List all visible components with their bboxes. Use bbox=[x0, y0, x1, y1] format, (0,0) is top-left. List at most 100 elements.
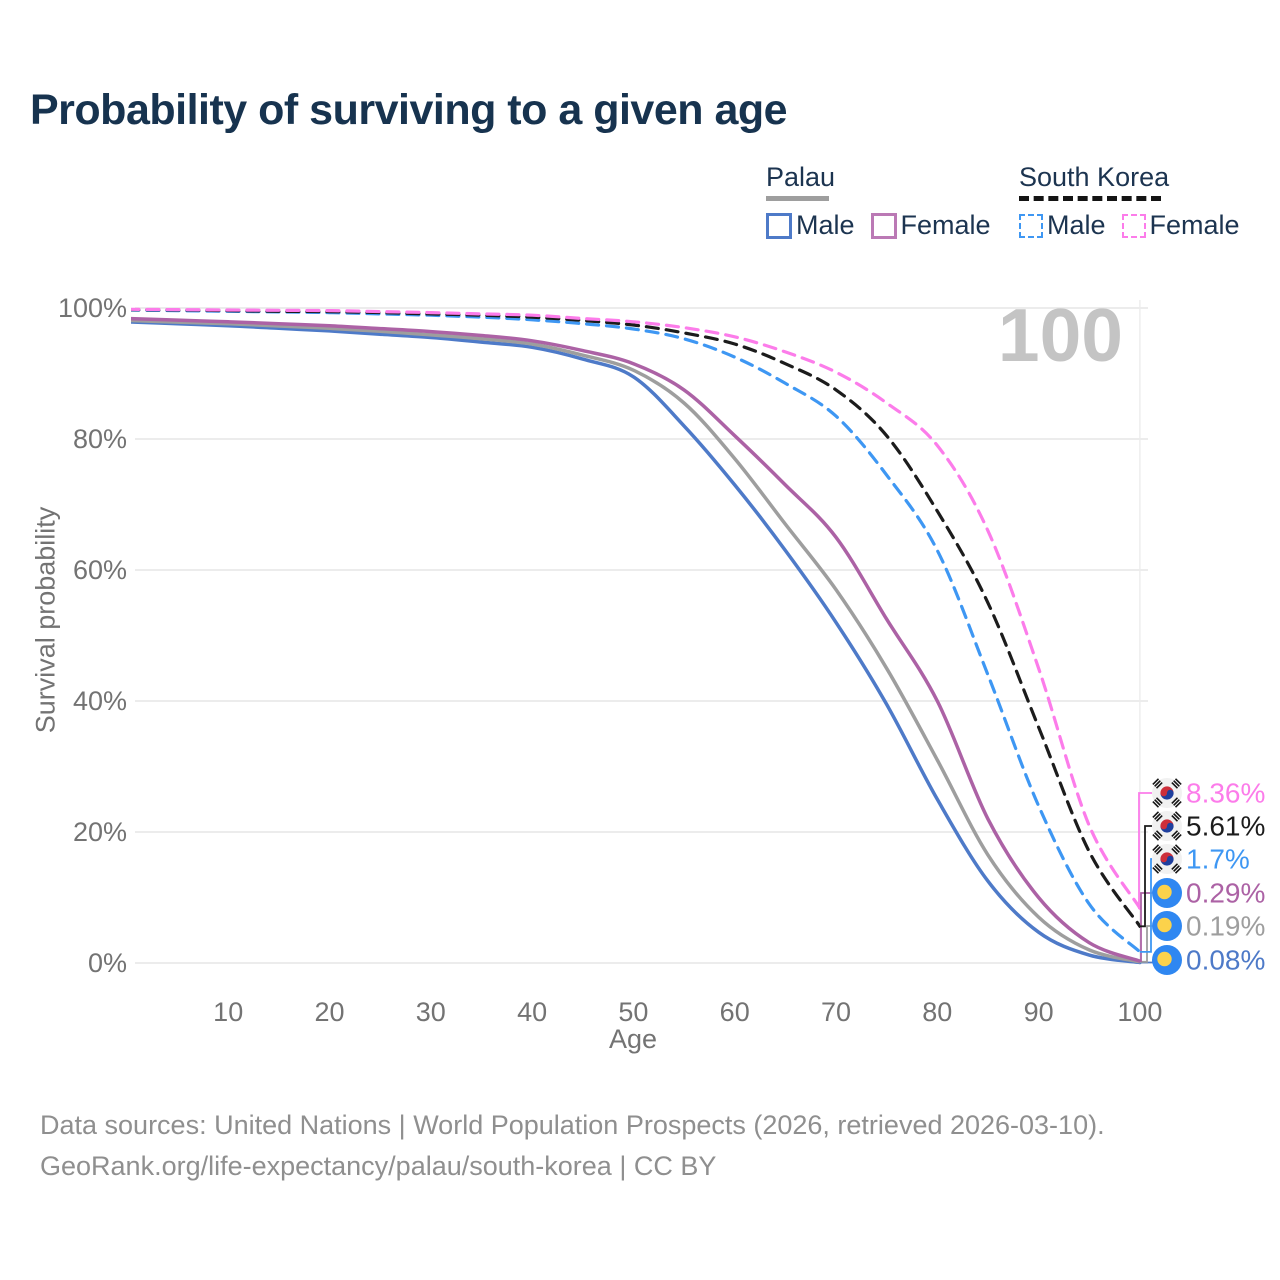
x-tick-label-40: 40 bbox=[517, 997, 547, 1027]
trigram-bar bbox=[1154, 865, 1161, 872]
taegeuk-red-dot bbox=[1160, 822, 1167, 830]
taegeuk-red bbox=[1160, 852, 1174, 859]
trigram-bar bbox=[1173, 799, 1180, 806]
x-axis-title: Age bbox=[608, 1024, 658, 1054]
trigram-bar bbox=[1173, 780, 1180, 787]
trigram-bar bbox=[1171, 830, 1179, 838]
trigram-bar bbox=[1174, 811, 1182, 819]
palau-flag-field bbox=[1152, 911, 1182, 941]
y-tick-label-80%: 80% bbox=[73, 424, 127, 454]
end-label-south-korea-male: 1.7% bbox=[1186, 844, 1250, 875]
trigram-bar bbox=[1171, 847, 1179, 855]
x-tick-label-80: 80 bbox=[922, 997, 952, 1027]
trigram-bar bbox=[1173, 865, 1180, 872]
trigram-bar bbox=[1171, 814, 1179, 822]
trigram bbox=[1171, 844, 1182, 855]
x-tick-label-10: 10 bbox=[213, 997, 243, 1027]
leader-line-south-korea-female bbox=[1138, 792, 1152, 910]
palau-flag-moon bbox=[1157, 917, 1172, 933]
end-label-palau-combined: 0.19% bbox=[1186, 911, 1265, 942]
leader-line-south-korea-combined bbox=[1139, 825, 1152, 928]
palau-flag-field bbox=[1152, 945, 1182, 975]
legend-item-south-korea-female[interactable]: Female bbox=[1121, 210, 1240, 241]
legend-item-south-korea-male[interactable]: Male bbox=[1019, 210, 1106, 241]
taegeuk-blue bbox=[1160, 859, 1174, 866]
trigram-bar bbox=[1155, 781, 1163, 789]
end-label-palau-male: 0.08% bbox=[1186, 945, 1265, 976]
footer-data-sources: Data sources: United Nations | World Pop… bbox=[40, 1110, 1105, 1140]
taegeuk-red bbox=[1160, 786, 1174, 793]
x-tick-label-20: 20 bbox=[314, 997, 344, 1027]
trigram-bar bbox=[1152, 833, 1160, 841]
trigram-bar bbox=[1154, 799, 1161, 806]
palau-flag-field bbox=[1152, 878, 1182, 908]
south-korea-flag-field bbox=[1152, 844, 1182, 874]
legend-group-title-south-korea: South Korea bbox=[1019, 162, 1170, 192]
palau-male-checkbox-icon bbox=[766, 212, 792, 239]
trigram bbox=[1152, 863, 1163, 874]
trigram bbox=[1171, 863, 1182, 874]
y-tick-label-40%: 40% bbox=[73, 686, 127, 716]
legend-label-south-korea-female: Female bbox=[1149, 210, 1240, 240]
curves-group bbox=[131, 307, 1142, 965]
trigram bbox=[1152, 778, 1163, 789]
curve-palau-male bbox=[131, 320, 1142, 965]
taegeuk-blue-dot bbox=[1167, 855, 1174, 863]
trigram-bar bbox=[1174, 778, 1182, 786]
south-korea-dashed-line-swatch bbox=[1019, 196, 1161, 201]
legend-label-palau-female: Female bbox=[900, 210, 991, 240]
south-korea-flag-field bbox=[1152, 811, 1182, 841]
legend-items-palau: Male Female bbox=[766, 210, 991, 241]
trigram bbox=[1171, 811, 1182, 822]
x-tick-label-90: 90 bbox=[1024, 997, 1054, 1027]
legend-label-south-korea-male: Male bbox=[1047, 210, 1106, 240]
trigram-bar bbox=[1173, 846, 1180, 853]
trigram-bar bbox=[1173, 813, 1180, 820]
footer: Data sources: United Nations | World Pop… bbox=[40, 1105, 1105, 1187]
leader-line-palau-male bbox=[1139, 959, 1154, 964]
taegeuk-blue bbox=[1160, 793, 1174, 800]
leader-line-palau-combined bbox=[1139, 925, 1152, 963]
palau-flag-moon bbox=[1157, 951, 1172, 967]
south-korea-flag-field bbox=[1152, 778, 1182, 808]
trigram-bar bbox=[1154, 846, 1161, 853]
trigram bbox=[1171, 778, 1182, 789]
palau-flag-icon bbox=[1152, 878, 1182, 908]
legend-group-title-palau: Palau bbox=[766, 162, 836, 192]
legend-item-palau-male[interactable]: Male bbox=[766, 210, 855, 241]
y-axis-title: Survival probability bbox=[30, 506, 61, 734]
leader-line-south-korea-male bbox=[1139, 858, 1152, 953]
taegeuk-blue-dot bbox=[1167, 789, 1174, 797]
trigram-bar bbox=[1155, 814, 1163, 822]
trigram bbox=[1152, 830, 1163, 841]
curve-south-korea-female bbox=[131, 307, 1142, 910]
end-label-south-korea-female: 8.36% bbox=[1186, 778, 1265, 809]
taegeuk-blue bbox=[1160, 826, 1174, 833]
trigram bbox=[1152, 811, 1163, 822]
palau-female-checkbox-icon bbox=[870, 212, 897, 239]
legend-items-south-korea: Male Female bbox=[1019, 210, 1240, 241]
south-korea-female-checkbox-icon bbox=[1121, 213, 1146, 238]
legend-item-palau-female[interactable]: Female bbox=[870, 210, 991, 241]
trigram bbox=[1171, 797, 1182, 808]
watermark-age-100: 100 bbox=[997, 293, 1123, 377]
leader-line-palau-female bbox=[1139, 892, 1152, 962]
palau-flag-icon bbox=[1152, 911, 1182, 941]
x-tick-label-70: 70 bbox=[821, 997, 851, 1027]
trigram-bar bbox=[1152, 778, 1160, 786]
trigram bbox=[1152, 844, 1163, 855]
page-title: Probability of surviving to a given age bbox=[30, 86, 788, 134]
trigram-bar bbox=[1174, 844, 1182, 852]
end-label-palau-female: 0.29% bbox=[1186, 878, 1265, 909]
x-tick-label-100: 100 bbox=[1117, 997, 1162, 1027]
trigram-bar bbox=[1154, 780, 1161, 787]
trigram-bar bbox=[1154, 832, 1161, 839]
trigram bbox=[1152, 797, 1163, 808]
palau-flag-moon bbox=[1157, 884, 1172, 900]
trigram-bar bbox=[1174, 833, 1182, 841]
y-tick-label-60%: 60% bbox=[73, 555, 127, 585]
trigram-bar bbox=[1155, 847, 1163, 855]
legend-group-south-korea: South Korea Male Female bbox=[1019, 162, 1240, 241]
legend-label-palau-male: Male bbox=[796, 210, 855, 240]
